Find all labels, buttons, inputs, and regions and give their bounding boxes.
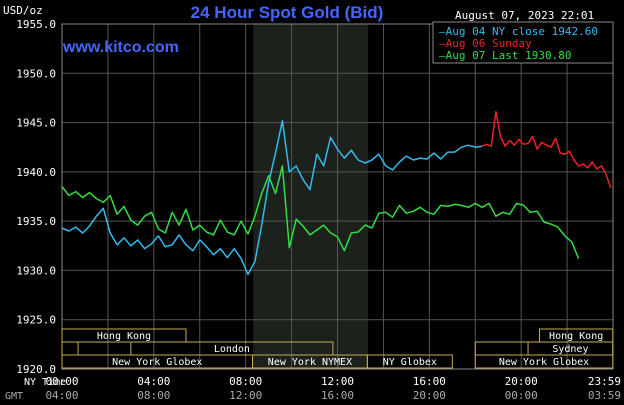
session-box: [61, 328, 187, 343]
x-tick-label-gmt: 04:00: [45, 389, 78, 402]
y-tick-label: 1955.0: [16, 18, 56, 31]
session-label: NY Globex: [383, 357, 437, 368]
y-tick-label: 1950.0: [16, 67, 56, 80]
x-tick-label-ny: 23:59: [588, 375, 621, 388]
y-axis-ticks: 1955.0 1950.0 1945.0 1940.0 1935.0 1930.0 1925…: [16, 18, 56, 376]
session-label: New York NYMEX: [268, 357, 352, 368]
watermark-url: www.kitco.com: [62, 39, 179, 56]
x-tick-label-ny: 20:00: [505, 375, 538, 388]
market-sessions: Hong Kong London New York Globex New York N…: [61, 328, 614, 369]
x-tick-label-gmt: 16:00: [321, 389, 354, 402]
session-label: Hong Kong: [97, 331, 151, 342]
y-axis-unit-label: USD/oz: [3, 4, 43, 17]
session-label: London: [214, 344, 250, 355]
legend-box: [432, 21, 614, 64]
plot-frame: [61, 23, 614, 370]
legend-entry: —Aug 06 Sunday: [439, 37, 532, 50]
session-label: Sydney: [552, 344, 588, 355]
x-tick-label-gmt: 00:00: [505, 389, 538, 402]
chart-title: 24 Hour Spot Gold (Bid): [191, 3, 384, 22]
x-tick-label-gmt: 08:00: [137, 389, 170, 402]
x-tick-label-ny: 12:00: [321, 375, 354, 388]
x-tick-label-gmt: 12:00: [229, 389, 262, 402]
x-row-label-gmt: GMT: [5, 391, 23, 402]
x-tick-label-ny: 16:00: [413, 375, 446, 388]
series-line-1: [61, 119, 483, 276]
x-tick-label-gmt: 20:00: [413, 389, 446, 402]
x-tick-label-ny: 00:00: [45, 375, 78, 388]
x-tick-label-ny: 04:00: [137, 375, 170, 388]
chart-timestamp: August 07, 2023 22:01: [455, 9, 594, 22]
session-label: New York Globex: [499, 357, 589, 368]
x-tick-label-gmt: 03:59: [588, 389, 621, 402]
session-label: Hong Kong: [549, 331, 603, 342]
series-line-3: [61, 165, 580, 259]
y-tick-label: 1945.0: [16, 117, 56, 130]
series-lines: [61, 110, 612, 276]
shaded-region: [253, 24, 369, 369]
y-tick-label: 1920.0: [16, 363, 56, 376]
legend-entry: —Aug 07 Last 1930.80: [439, 49, 571, 62]
y-tick-label: 1925.0: [16, 314, 56, 327]
session-box: [366, 354, 453, 369]
session-box: [474, 354, 614, 369]
legend: —Aug 04 NY close 1942.60—Aug 06 Sunday—A…: [432, 21, 614, 64]
session-label: New York Globex: [112, 357, 202, 368]
series-line-2: [481, 110, 612, 188]
x-tick-label-ny: 08:00: [229, 375, 262, 388]
y-tick-label: 1940.0: [16, 166, 56, 179]
y-tick-label: 1930.0: [16, 264, 56, 277]
x-axis-ticks: 00:0004:0004:0008:0008:0012:0012:0016:00…: [45, 375, 621, 402]
legend-entry: —Aug 04 NY close 1942.60: [439, 25, 598, 38]
y-tick-label: 1935.0: [16, 215, 56, 228]
plot-area: Hong Kong London New York Globex New York N…: [61, 23, 614, 370]
x-row-label-ny: NY Time: [24, 377, 66, 388]
